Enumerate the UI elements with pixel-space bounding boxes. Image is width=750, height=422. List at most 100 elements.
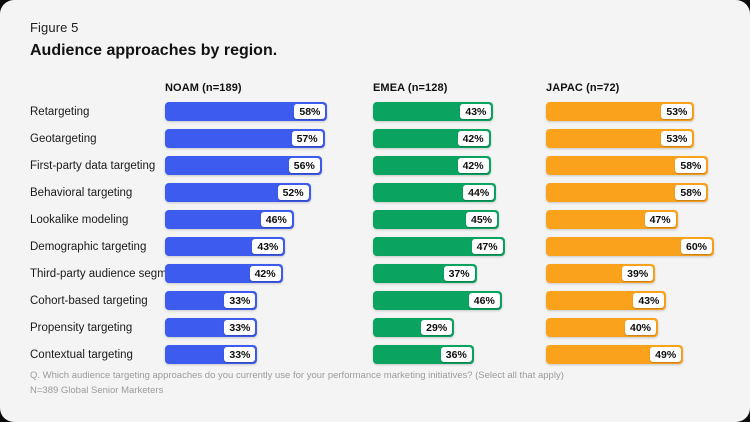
bar-track: 57%: [165, 129, 373, 148]
bar-track: 53%: [546, 102, 742, 121]
row-label: Retargeting: [30, 105, 90, 118]
bar: 57%: [165, 129, 325, 148]
chart-row: First-party data targeting 56% 42% 58%: [30, 152, 742, 179]
column-headers: NOAM (n=189) EMEA (n=128) JAPAC (n=72): [30, 80, 742, 96]
bar-value-label: 60%: [680, 239, 712, 254]
bar-value-label: 33%: [224, 347, 256, 362]
bar-value-label: 42%: [457, 158, 489, 173]
bar-track: 47%: [373, 237, 546, 256]
footnote: Q. Which audience targeting approaches d…: [30, 368, 564, 398]
bar: 43%: [546, 291, 667, 310]
bar-track: 42%: [373, 129, 546, 148]
bar-track: 43%: [546, 291, 742, 310]
figure-label: Figure 5: [30, 20, 79, 35]
row-label: Lookalike modeling: [30, 213, 129, 226]
bar-value-label: 42%: [249, 266, 281, 281]
chart-row: Cohort-based targeting 33% 46% 43%: [30, 287, 742, 314]
chart-row: Geotargeting 57% 42% 53%: [30, 125, 742, 152]
bar-track: 39%: [546, 264, 742, 283]
bar-track: 58%: [546, 183, 742, 202]
bar-value-label: 37%: [443, 266, 475, 281]
chart-rows: Retargeting 58% 43% 53% Geotargeting 57% 42% 53…: [30, 98, 742, 368]
bar: 43%: [373, 102, 494, 121]
bar-value-label: 58%: [675, 158, 707, 173]
page-title: Audience approaches by region.: [30, 42, 278, 59]
bar-track: 44%: [373, 183, 546, 202]
bar-value-label: 40%: [624, 320, 656, 335]
row-label: Cohort-based targeting: [30, 294, 148, 307]
bar: 39%: [546, 264, 656, 283]
bar-value-label: 56%: [288, 158, 320, 173]
bar-track: 58%: [546, 156, 742, 175]
bar-value-label: 53%: [661, 131, 693, 146]
bar: 58%: [546, 156, 709, 175]
bar: 52%: [165, 183, 311, 202]
bar-value-label: 58%: [675, 185, 707, 200]
bar-track: 47%: [546, 210, 742, 229]
bar: 42%: [165, 264, 283, 283]
bar: 49%: [546, 345, 684, 364]
row-label: Geotargeting: [30, 132, 97, 145]
chart-row: Lookalike modeling 46% 45% 47%: [30, 206, 742, 233]
bar-track: 52%: [165, 183, 373, 202]
footnote-sample: N=389 Global Senior Marketers: [30, 385, 164, 396]
chart-row: Demographic targeting 43% 47% 60%: [30, 233, 742, 260]
bar: 42%: [373, 156, 491, 175]
bar: 37%: [373, 264, 477, 283]
bar: 53%: [546, 102, 695, 121]
bar-track: 60%: [546, 237, 742, 256]
bar: 60%: [546, 237, 714, 256]
bar-value-label: 46%: [260, 212, 292, 227]
bar-track: 53%: [546, 129, 742, 148]
column-header-noam: NOAM (n=189): [165, 82, 242, 94]
row-label: First-party data targeting: [30, 159, 156, 172]
chart-row: Third-party audience segments 42% 37% 39%: [30, 260, 742, 287]
bar-track: 29%: [373, 318, 546, 337]
bar: 58%: [546, 183, 709, 202]
chart: NOAM (n=189) EMEA (n=128) JAPAC (n=72) R…: [30, 80, 742, 368]
bar-track: 42%: [165, 264, 373, 283]
bar: 44%: [373, 183, 497, 202]
bar-track: 58%: [165, 102, 373, 121]
bar-value-label: 36%: [440, 347, 472, 362]
bar-track: 36%: [373, 345, 546, 364]
column-header-emea: EMEA (n=128): [373, 82, 448, 94]
bar-value-label: 58%: [294, 104, 326, 119]
bar-value-label: 53%: [661, 104, 693, 119]
bar-value-label: 43%: [460, 104, 492, 119]
bar: 53%: [546, 129, 695, 148]
bar-track: 45%: [373, 210, 546, 229]
bar: 47%: [546, 210, 678, 229]
bar-value-label: 47%: [644, 212, 676, 227]
bar: 46%: [165, 210, 294, 229]
bar-track: 42%: [373, 156, 546, 175]
footnote-question: Q. Which audience targeting approaches d…: [30, 370, 564, 381]
row-label: Propensity targeting: [30, 321, 133, 334]
bar: 46%: [373, 291, 502, 310]
bar-value-label: 43%: [633, 293, 665, 308]
chart-row: Retargeting 58% 43% 53%: [30, 98, 742, 125]
bar-value-label: 49%: [650, 347, 682, 362]
bar: 56%: [165, 156, 322, 175]
bar-value-label: 52%: [277, 185, 309, 200]
bar: 47%: [373, 237, 505, 256]
bar-track: 37%: [373, 264, 546, 283]
bar-track: 33%: [165, 345, 373, 364]
bar: 33%: [165, 291, 258, 310]
bar: 36%: [373, 345, 474, 364]
bar-track: 49%: [546, 345, 742, 364]
bar-track: 46%: [373, 291, 546, 310]
bar-value-label: 44%: [463, 185, 495, 200]
chart-row: Behavioral targeting 52% 44% 58%: [30, 179, 742, 206]
row-label: Demographic targeting: [30, 240, 147, 253]
bar-track: 56%: [165, 156, 373, 175]
bar-track: 46%: [165, 210, 373, 229]
bar-value-label: 57%: [291, 131, 323, 146]
chart-row: Contextual targeting 33% 36% 49%: [30, 341, 742, 368]
bar: 29%: [373, 318, 455, 337]
row-label: Third-party audience segments: [30, 267, 189, 280]
bar-value-label: 39%: [622, 266, 654, 281]
column-header-japac: JAPAC (n=72): [546, 82, 620, 94]
row-label: Behavioral targeting: [30, 186, 133, 199]
bar-track: 33%: [165, 318, 373, 337]
